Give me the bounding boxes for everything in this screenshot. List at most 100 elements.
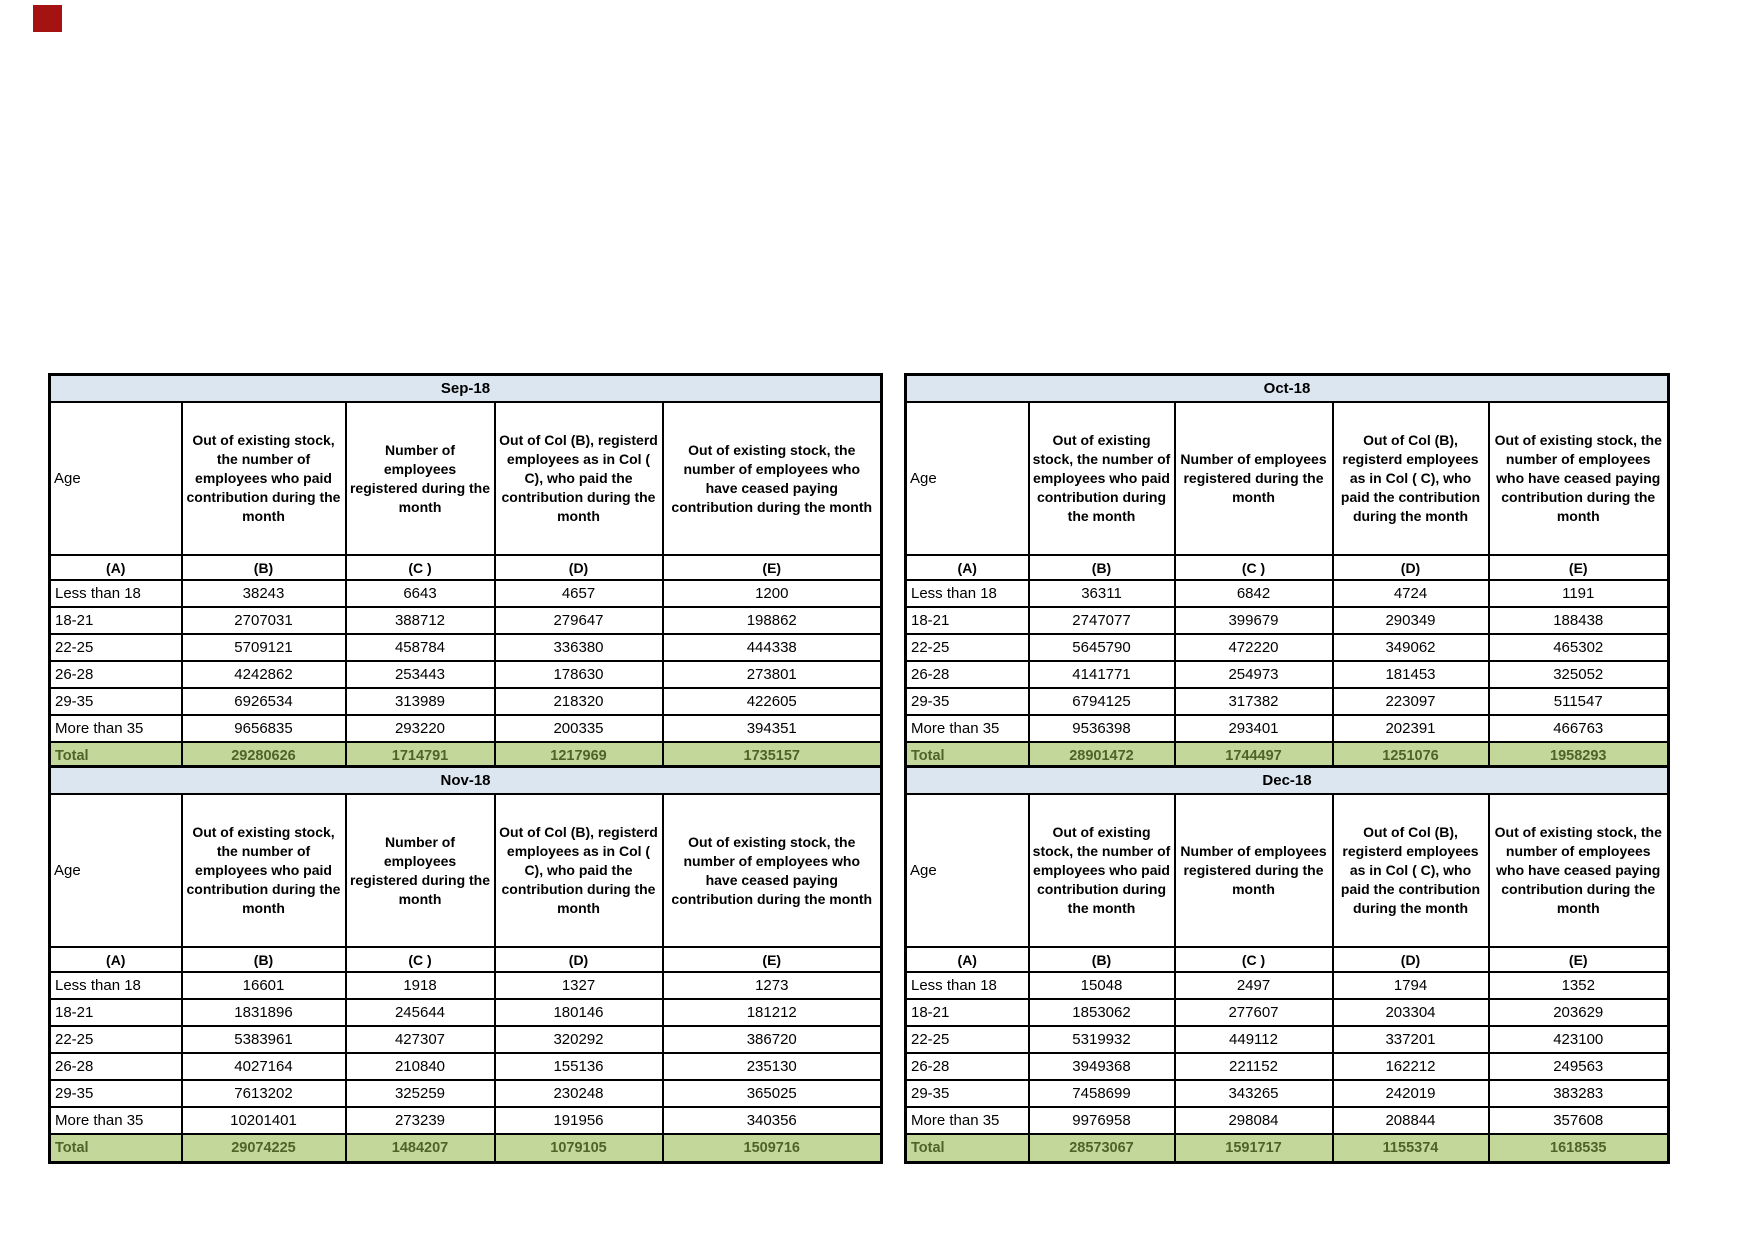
value-cell: 203304 xyxy=(1331,998,1490,1027)
col-letter-b: (B) xyxy=(1027,554,1176,581)
value-cell: 249563 xyxy=(1487,1052,1670,1081)
col-header-a: Age xyxy=(48,401,183,556)
col-header-c: Number of employees registered during th… xyxy=(344,793,496,948)
age-group-cell: 29-35 xyxy=(904,687,1030,716)
col-header-e: Out of existing stock, the number of emp… xyxy=(1487,793,1670,948)
age-group-cell: 22-25 xyxy=(48,633,183,662)
value-cell: 2747077 xyxy=(1027,606,1176,635)
col-header-b: Out of existing stock, the number of emp… xyxy=(180,401,347,556)
value-cell: 1191 xyxy=(1487,579,1670,608)
table-row: 18-21 1853062 277607 203304 203629 xyxy=(904,998,1670,1027)
table-row: 22-25 5709121 458784 336380 444338 xyxy=(48,633,883,662)
col-letter-a: (A) xyxy=(48,554,183,581)
value-cell: 180146 xyxy=(493,998,664,1027)
value-cell: 245644 xyxy=(344,998,496,1027)
col-letter-a: (A) xyxy=(904,946,1030,973)
total-value: 1591717 xyxy=(1173,1133,1334,1164)
table-row: More than 35 9656835 293220 200335 394351 xyxy=(48,714,883,743)
col-letter-e: (E) xyxy=(1487,946,1670,973)
value-cell: 210840 xyxy=(344,1052,496,1081)
value-cell: 422605 xyxy=(661,687,883,716)
value-cell: 336380 xyxy=(493,633,664,662)
value-cell: 198862 xyxy=(661,606,883,635)
age-group-cell: 29-35 xyxy=(48,1079,183,1108)
age-group-cell: 26-28 xyxy=(48,660,183,689)
total-label: Total xyxy=(904,1133,1030,1164)
value-cell: 5709121 xyxy=(180,633,347,662)
col-header-c: Number of employees registered during th… xyxy=(1173,401,1334,556)
age-group-cell: Less than 18 xyxy=(904,971,1030,1000)
value-cell: 1794 xyxy=(1331,971,1490,1000)
value-cell: 313989 xyxy=(344,687,496,716)
age-group-cell: 22-25 xyxy=(904,1025,1030,1054)
value-cell: 394351 xyxy=(661,714,883,743)
total-value: 1618535 xyxy=(1487,1133,1670,1164)
value-cell: 277607 xyxy=(1173,998,1334,1027)
col-header-c: Number of employees registered during th… xyxy=(1173,793,1334,948)
col-header-b: Out of existing stock, the number of emp… xyxy=(1027,401,1176,556)
value-cell: 3949368 xyxy=(1027,1052,1176,1081)
age-group-cell: 18-21 xyxy=(904,998,1030,1027)
total-label: Total xyxy=(48,1133,183,1164)
value-cell: 4724 xyxy=(1331,579,1490,608)
age-group-cell: 22-25 xyxy=(904,633,1030,662)
value-cell: 36311 xyxy=(1027,579,1176,608)
value-cell: 6643 xyxy=(344,579,496,608)
table-row: More than 35 9976958 298084 208844 357608 xyxy=(904,1106,1670,1135)
col-letter-d: (D) xyxy=(1331,554,1490,581)
table-row: 18-21 1831896 245644 180146 181212 xyxy=(48,998,883,1027)
total-value: 28573067 xyxy=(1027,1133,1176,1164)
value-cell: 293220 xyxy=(344,714,496,743)
col-header-e: Out of existing stock, the number of emp… xyxy=(661,401,883,556)
value-cell: 200335 xyxy=(493,714,664,743)
value-cell: 9656835 xyxy=(180,714,347,743)
table-row: Less than 18 16601 1918 1327 1273 xyxy=(48,971,883,1000)
value-cell: 203629 xyxy=(1487,998,1670,1027)
col-header-a: Age xyxy=(904,401,1030,556)
table-row: More than 35 10201401 273239 191956 340356 xyxy=(48,1106,883,1135)
value-cell: 343265 xyxy=(1173,1079,1334,1108)
table-row: 22-25 5383961 427307 320292 386720 xyxy=(48,1025,883,1054)
age-group-cell: More than 35 xyxy=(48,714,183,743)
col-header-d: Out of Col (B), registerd employees as i… xyxy=(1331,401,1490,556)
value-cell: 1200 xyxy=(661,579,883,608)
value-cell: 273801 xyxy=(661,660,883,689)
value-cell: 1273 xyxy=(661,971,883,1000)
value-cell: 181212 xyxy=(661,998,883,1027)
value-cell: 449112 xyxy=(1173,1025,1334,1054)
value-cell: 242019 xyxy=(1331,1079,1490,1108)
value-cell: 1352 xyxy=(1487,971,1670,1000)
value-cell: 235130 xyxy=(661,1052,883,1081)
table-row: 29-35 6926534 313989 218320 422605 xyxy=(48,687,883,716)
table-nov-18: Nov-18 Age Out of existing stock, the numb… xyxy=(48,765,883,1164)
table-row: 26-28 4141771 254973 181453 325052 xyxy=(904,660,1670,689)
value-cell: 325259 xyxy=(344,1079,496,1108)
table-title: Nov-18 xyxy=(48,765,883,795)
age-group-cell: Less than 18 xyxy=(904,579,1030,608)
value-cell: 4027164 xyxy=(180,1052,347,1081)
table-sep-18: Sep-18 Age Out of existing stock, the numb… xyxy=(48,373,883,772)
value-cell: 298084 xyxy=(1173,1106,1334,1135)
value-cell: 399679 xyxy=(1173,606,1334,635)
col-letter-a: (A) xyxy=(904,554,1030,581)
total-value: 29074225 xyxy=(180,1133,347,1164)
col-letter-e: (E) xyxy=(661,554,883,581)
value-cell: 427307 xyxy=(344,1025,496,1054)
table-row: 22-25 5645790 472220 349062 465302 xyxy=(904,633,1670,662)
value-cell: 5383961 xyxy=(180,1025,347,1054)
table-row: 18-21 2707031 388712 279647 198862 xyxy=(48,606,883,635)
value-cell: 5645790 xyxy=(1027,633,1176,662)
value-cell: 202391 xyxy=(1331,714,1490,743)
col-header-a: Age xyxy=(48,793,183,948)
age-group-cell: 26-28 xyxy=(48,1052,183,1081)
table-row: 26-28 3949368 221152 162212 249563 xyxy=(904,1052,1670,1081)
table-title: Oct-18 xyxy=(904,373,1670,403)
value-cell: 444338 xyxy=(661,633,883,662)
col-letter-d: (D) xyxy=(493,554,664,581)
col-header-b: Out of existing stock, the number of emp… xyxy=(180,793,347,948)
col-letter-a: (A) xyxy=(48,946,183,973)
value-cell: 290349 xyxy=(1331,606,1490,635)
col-letter-d: (D) xyxy=(493,946,664,973)
value-cell: 1853062 xyxy=(1027,998,1176,1027)
value-cell: 5319932 xyxy=(1027,1025,1176,1054)
